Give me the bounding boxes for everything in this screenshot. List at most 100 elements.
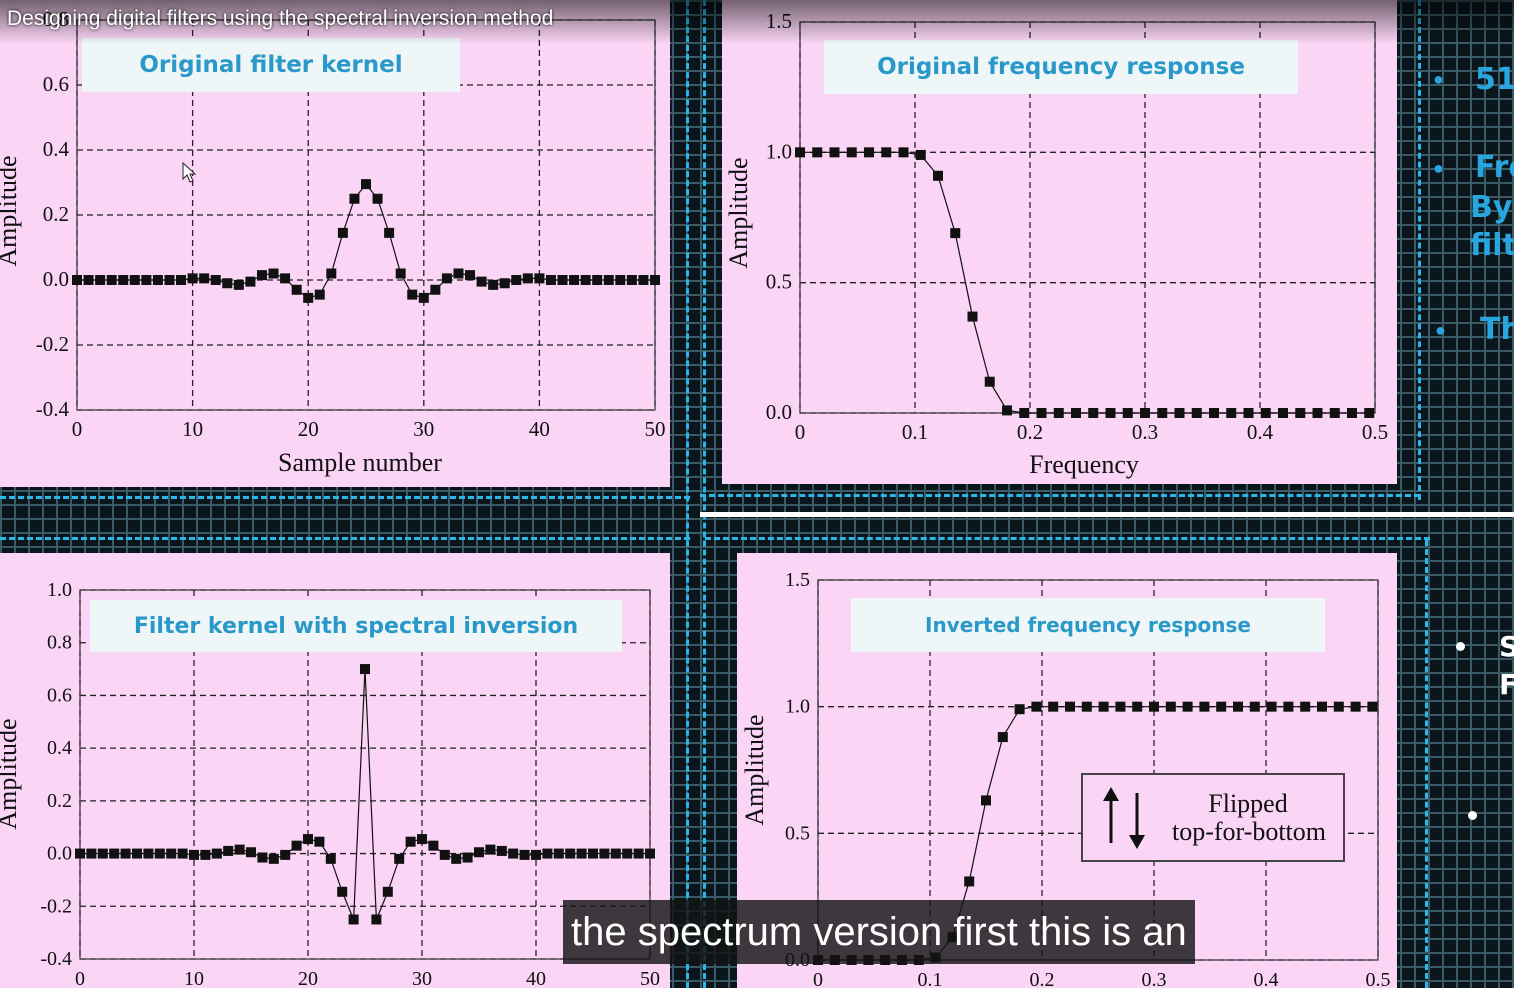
data-point: [132, 848, 142, 859]
bullet-text: F: [1499, 668, 1514, 701]
data-point: [933, 170, 943, 181]
video-title[interactable]: Designing digital filters using the spec…: [7, 7, 554, 30]
x-tick-label: 20: [298, 968, 318, 988]
data-point: [1036, 408, 1047, 418]
data-point: [508, 848, 519, 859]
annotation-line2: top-for-bottom: [1171, 817, 1326, 846]
data-point: [176, 275, 187, 285]
data-point: [439, 849, 450, 860]
panel-label: Inverted frequency response: [851, 598, 1325, 652]
data-point: [189, 849, 199, 860]
data-point: [1053, 408, 1064, 418]
bullet-text: Fre: [1475, 150, 1514, 185]
panel-inverted-kernel: 0 10 20 30 40 50 1.0 0.8 0.6 0.4 0.2 0.0 -0.2 -0.4 Fi…: [0, 553, 670, 988]
data-point: [129, 275, 140, 285]
data-point: [395, 268, 406, 279]
x-tick-label: 0: [75, 968, 85, 988]
data-point: [97, 848, 108, 859]
x-tick-label: 0.3: [1142, 969, 1167, 988]
data-point: [610, 848, 621, 859]
data-point: [915, 149, 926, 160]
y-tick-label: -0.2: [36, 332, 69, 356]
y-tick-label: 0.4: [43, 137, 70, 161]
data-point: [222, 278, 233, 289]
data-point: [553, 848, 564, 859]
data-point: [534, 273, 545, 284]
data-point: [580, 275, 591, 285]
data-point: [1216, 701, 1227, 712]
y-tick-label: 0.0: [47, 843, 72, 865]
data-point: [199, 273, 210, 284]
series-line: [800, 151, 1370, 414]
data-point: [268, 268, 279, 279]
bullet-text: filte: [1470, 228, 1514, 263]
data-point: [303, 292, 314, 303]
x-tick-label: 50: [640, 968, 660, 988]
data-point: [361, 179, 371, 190]
data-point: [118, 275, 129, 285]
x-tick-label: 0.1: [918, 969, 943, 988]
bullet-dot: [1456, 642, 1465, 651]
data-point: [462, 852, 473, 863]
data-point: [485, 844, 496, 855]
data-point: [1295, 408, 1306, 418]
x-axis-label: Frequency: [1029, 450, 1139, 479]
x-tick-label: 30: [413, 417, 434, 441]
data-point: [152, 275, 163, 285]
chart-inverted-kernel: 0 10 20 30 40 50 1.0 0.8 0.6 0.4 0.2 0.0 -0.2 -0.4: [40, 579, 660, 988]
data-point: [1140, 408, 1150, 418]
y-tick-label: 0.5: [766, 270, 792, 294]
data-point: [109, 848, 120, 859]
data-point: [964, 876, 975, 887]
x-axis-label: Sample number: [278, 448, 442, 477]
data-point: [257, 852, 268, 863]
data-point: [576, 848, 587, 859]
data-point: [314, 836, 325, 847]
data-point: [360, 664, 370, 675]
data-point: [372, 193, 383, 204]
data-point: [314, 289, 325, 300]
data-point: [200, 849, 211, 860]
data-point: [557, 275, 568, 285]
data-point: [476, 276, 487, 287]
data-point: [291, 284, 302, 295]
data-point: [1132, 701, 1143, 712]
y-axis-label: Amplitude: [0, 155, 22, 267]
bullet-dot: ●: [1433, 69, 1444, 89]
data-point: [981, 795, 991, 806]
data-point: [645, 848, 655, 859]
data-point: [86, 848, 97, 859]
data-point: [615, 275, 626, 285]
data-point: [75, 848, 85, 859]
data-point: [280, 273, 291, 284]
data-point: [633, 848, 644, 859]
bullet-text: S: [1499, 630, 1514, 663]
data-point: [291, 840, 302, 851]
data-point: [1333, 701, 1344, 712]
x-tick-label: 0.3: [1132, 420, 1158, 444]
data-point: [898, 147, 909, 158]
data-point: [1367, 701, 1378, 712]
x-tick-label: 40: [529, 417, 550, 441]
data-point: [1347, 408, 1357, 418]
x-tick-label: 20: [298, 417, 319, 441]
data-point: [280, 849, 291, 860]
data-point: [211, 848, 222, 859]
divider-line: [700, 512, 1514, 517]
x-tick-label: 0.5: [1362, 420, 1388, 444]
data-point: [234, 844, 245, 855]
y-tick-label: 0.0: [766, 400, 792, 424]
data-point: [349, 193, 360, 204]
y-tick-label: 1.5: [785, 569, 810, 591]
guide-line: [1425, 540, 1428, 988]
data-point: [997, 732, 1008, 743]
series-line: [77, 183, 655, 299]
x-tick-label: 0: [72, 417, 83, 441]
data-point: [545, 275, 556, 285]
data-point: [812, 147, 823, 158]
data-point: [120, 848, 131, 859]
y-tick-label: 0.2: [47, 790, 72, 812]
y-axis-label: Amplitude: [0, 718, 22, 830]
data-point: [143, 848, 154, 859]
